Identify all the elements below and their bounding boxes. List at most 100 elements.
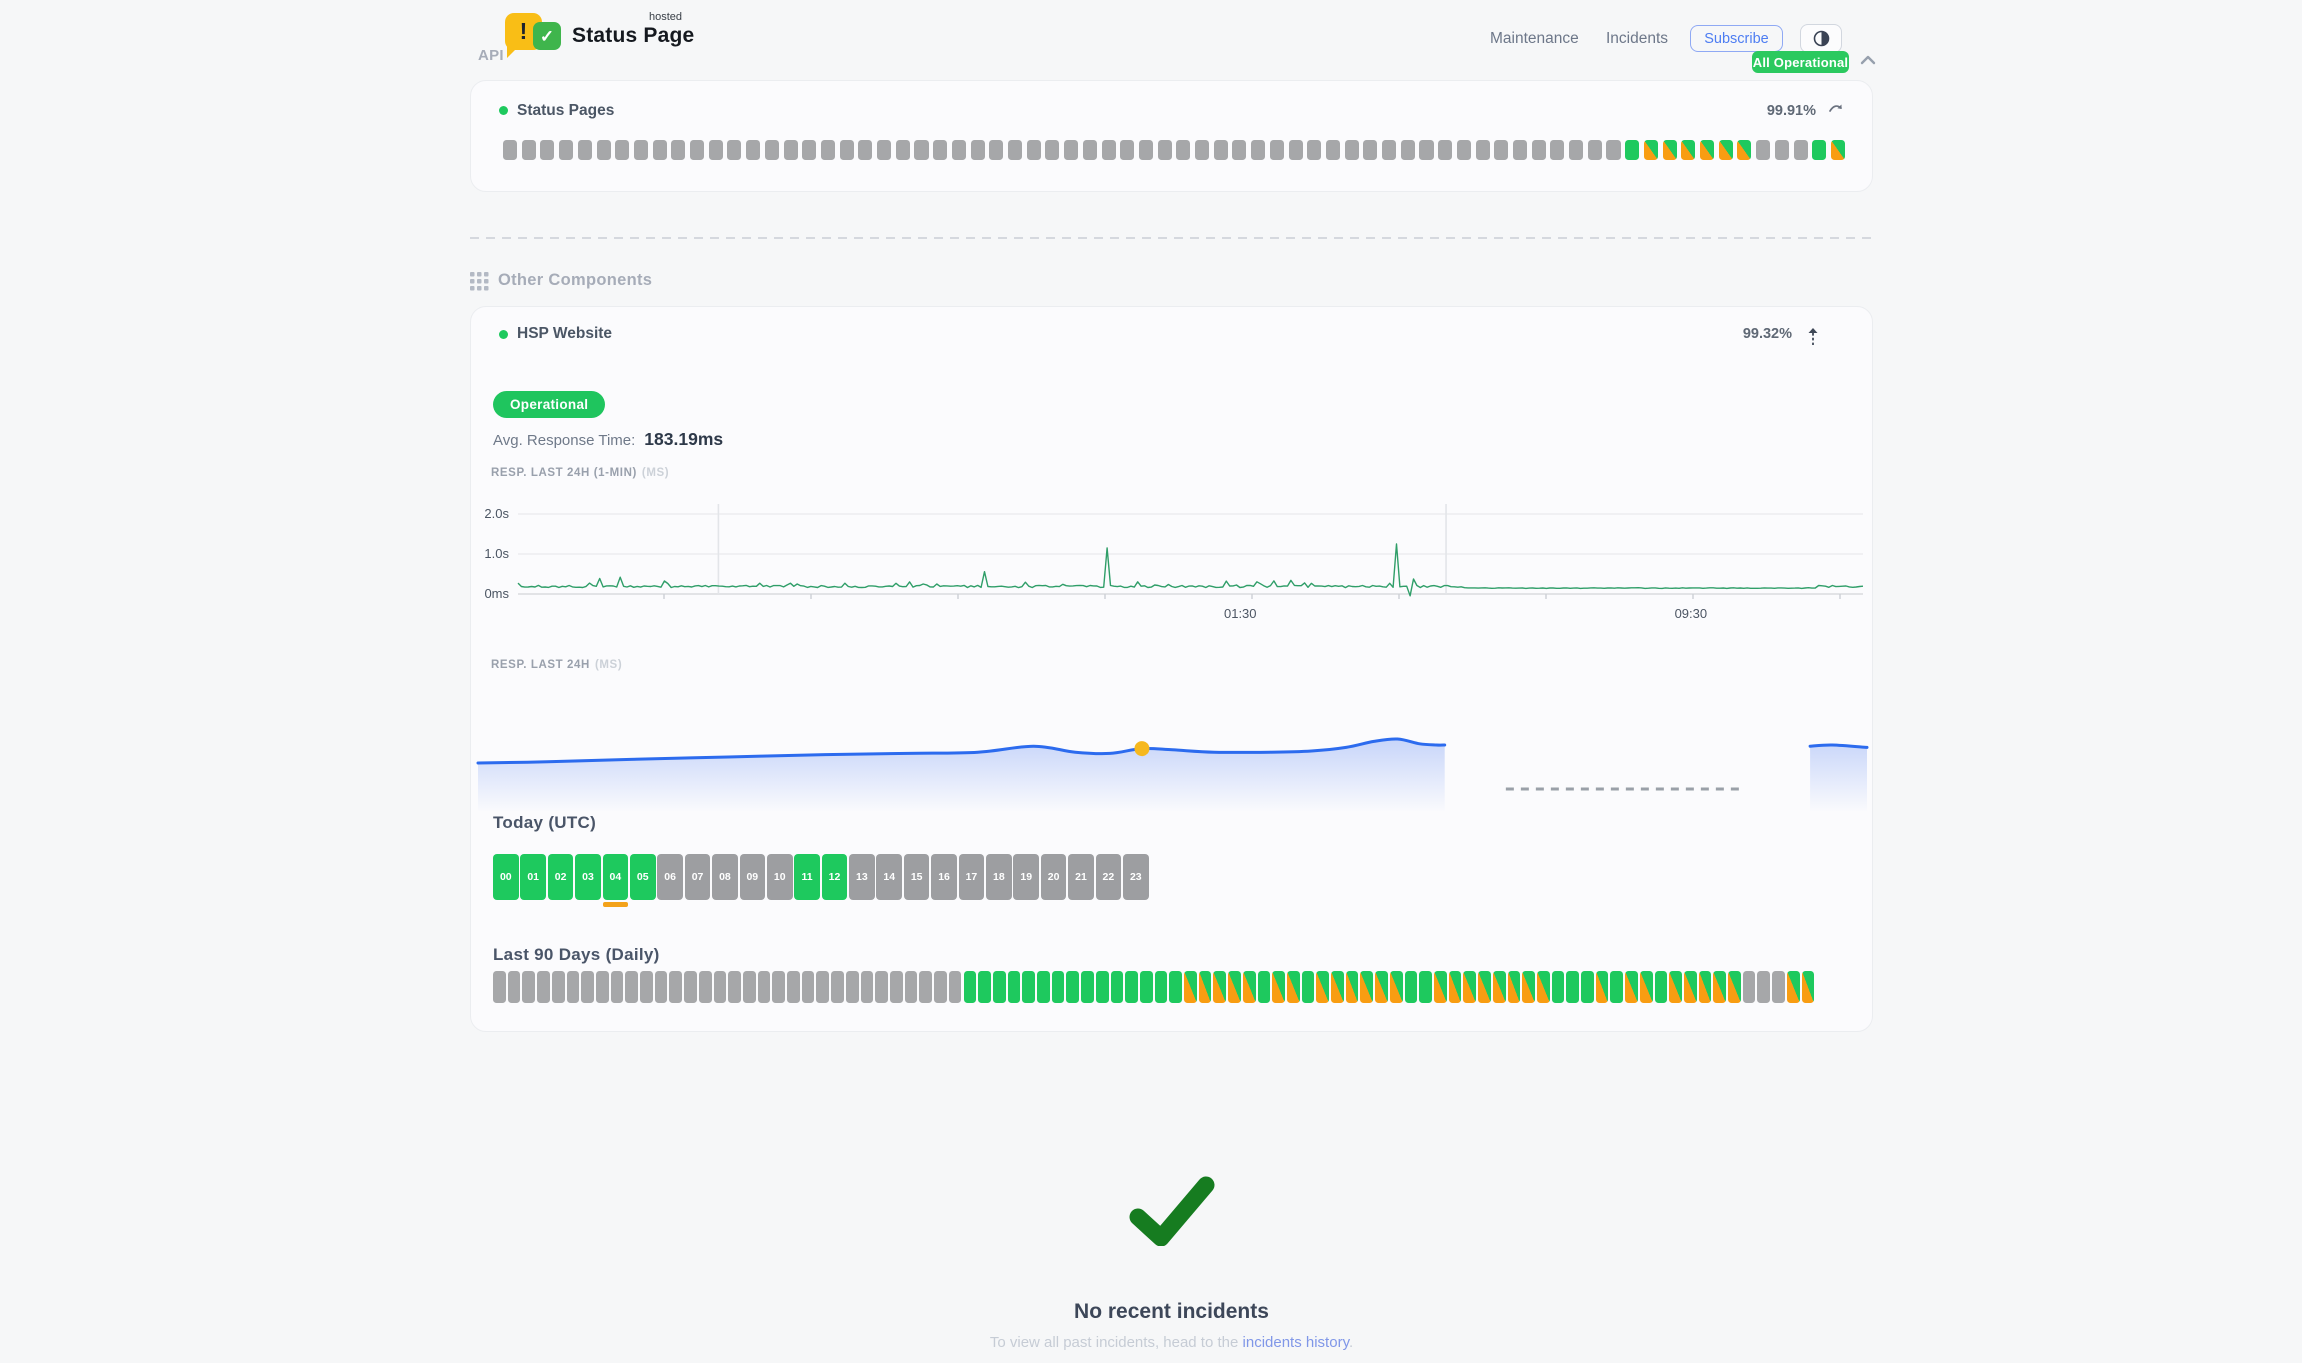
day-bar[interactable]	[1095, 971, 1109, 1003]
chevron-up-icon[interactable]	[1859, 53, 1877, 71]
hour-cell[interactable]: 09	[739, 854, 766, 900]
day-bar[interactable]	[875, 971, 888, 1003]
day-bar[interactable]	[1037, 971, 1050, 1003]
uptime-bar[interactable]	[951, 140, 966, 160]
hour-cell[interactable]: 03	[575, 854, 601, 900]
day-bar[interactable]	[1257, 971, 1271, 1003]
uptime-bar[interactable]	[1176, 140, 1191, 160]
day-bar[interactable]	[1448, 971, 1462, 1003]
day-bar[interactable]	[934, 971, 947, 1003]
uptime-bar[interactable]	[1456, 140, 1471, 160]
hour-cell[interactable]: 07	[684, 854, 711, 900]
day-bar[interactable]	[566, 971, 580, 1003]
day-bar[interactable]	[1316, 971, 1330, 1003]
day-bar[interactable]	[1389, 971, 1403, 1003]
uptime-bar[interactable]	[1512, 140, 1528, 160]
brand-text[interactable]: hosted Status Page	[572, 12, 694, 48]
day-bar[interactable]	[1331, 971, 1344, 1003]
uptime-bar[interactable]	[820, 140, 835, 160]
day-bar[interactable]	[1154, 971, 1168, 1003]
day-bar[interactable]	[1757, 971, 1771, 1003]
day-bar[interactable]	[1669, 971, 1682, 1003]
day-bar[interactable]	[1625, 971, 1638, 1003]
nav-maintenance[interactable]: Maintenance	[1490, 30, 1579, 47]
day-bar[interactable]	[963, 971, 977, 1003]
hour-cell[interactable]: 06	[657, 854, 683, 900]
hour-cell[interactable]: 12	[821, 854, 848, 900]
uptime-bar[interactable]	[1569, 140, 1584, 160]
day-bar[interactable]	[978, 971, 991, 1003]
uptime-bar[interactable]	[540, 140, 555, 160]
uptime-bar[interactable]	[914, 140, 929, 160]
uptime-bar[interactable]	[858, 140, 873, 160]
day-bar[interactable]	[1051, 971, 1065, 1003]
day-bar[interactable]	[1184, 971, 1197, 1003]
day-bar[interactable]	[992, 971, 1006, 1003]
day-bar[interactable]	[1551, 971, 1565, 1003]
status-pages-row[interactable]: Status Pages 99.91%	[499, 101, 1844, 120]
uptime-bar[interactable]	[783, 140, 798, 160]
day-bar[interactable]	[1463, 971, 1477, 1003]
uptime-bar[interactable]	[970, 140, 985, 160]
day-bar[interactable]	[1742, 971, 1756, 1003]
day-bar[interactable]	[1022, 971, 1035, 1003]
hour-cell[interactable]: 05	[629, 854, 656, 900]
uptime-bar[interactable]	[1643, 140, 1658, 160]
day-bar[interactable]	[1595, 971, 1609, 1003]
day-bar[interactable]	[1007, 971, 1021, 1003]
uptime-bar[interactable]	[708, 140, 723, 160]
uptime-bar[interactable]	[1438, 140, 1453, 160]
day-bar[interactable]	[1242, 971, 1256, 1003]
day-bar[interactable]	[1507, 971, 1521, 1003]
day-bar[interactable]	[1066, 971, 1080, 1003]
day-bar[interactable]	[742, 971, 756, 1003]
subscribe-button[interactable]: Subscribe	[1690, 25, 1783, 52]
day-bar[interactable]	[1110, 971, 1124, 1003]
uptime-bar[interactable]	[652, 140, 667, 160]
uptime-bar[interactable]	[1494, 140, 1509, 160]
hour-cell[interactable]: 04	[602, 854, 629, 900]
day-bar[interactable]	[522, 971, 536, 1003]
uptime-bar[interactable]	[1325, 140, 1340, 160]
uptime-bar[interactable]	[596, 140, 611, 160]
hour-cell[interactable]: 20	[1040, 854, 1067, 900]
day-bar[interactable]	[713, 971, 727, 1003]
hour-cell[interactable]: 19	[1013, 854, 1040, 900]
day-bar[interactable]	[1713, 971, 1727, 1003]
day-bar[interactable]	[1772, 971, 1785, 1003]
uptime-bar[interactable]	[1213, 140, 1228, 160]
day-bar[interactable]	[816, 971, 830, 1003]
uptime-bar[interactable]	[802, 140, 817, 160]
day-bar[interactable]	[581, 971, 594, 1003]
uptime-bar[interactable]	[764, 140, 779, 160]
uptime-bar[interactable]	[1550, 140, 1565, 160]
uptime-bar[interactable]	[521, 140, 536, 160]
uptime-bar[interactable]	[839, 140, 854, 160]
day-bar[interactable]	[1272, 971, 1285, 1003]
hour-cell[interactable]: 13	[849, 854, 875, 900]
day-bar[interactable]	[1139, 971, 1153, 1003]
uptime-bar[interactable]	[1587, 140, 1602, 160]
day-bar[interactable]	[1522, 971, 1535, 1003]
uptime-bar[interactable]	[1475, 140, 1490, 160]
hour-cell[interactable]: 21	[1068, 854, 1094, 900]
day-bar[interactable]	[757, 971, 771, 1003]
uptime-bar[interactable]	[1363, 140, 1378, 160]
history-refresh-icon[interactable]	[1828, 101, 1844, 120]
day-bar[interactable]	[845, 971, 859, 1003]
day-bar[interactable]	[1478, 971, 1491, 1003]
uptime-bar[interactable]	[877, 140, 892, 160]
day-bar[interactable]	[801, 971, 815, 1003]
uptime-bar[interactable]	[1232, 140, 1247, 160]
uptime-bar[interactable]	[633, 140, 648, 160]
chart-marker-dot[interactable]	[1134, 741, 1150, 757]
day-bar[interactable]	[1786, 971, 1800, 1003]
day-bar[interactable]	[507, 971, 521, 1003]
uptime-bar[interactable]	[933, 140, 948, 160]
day-bar[interactable]	[728, 971, 741, 1003]
uptime-bar[interactable]	[1064, 140, 1079, 160]
uptime-bar[interactable]	[1419, 140, 1434, 160]
day-bar[interactable]	[654, 971, 668, 1003]
day-bar[interactable]	[1228, 971, 1241, 1003]
incidents-history-link[interactable]: incidents history	[1242, 1334, 1349, 1351]
